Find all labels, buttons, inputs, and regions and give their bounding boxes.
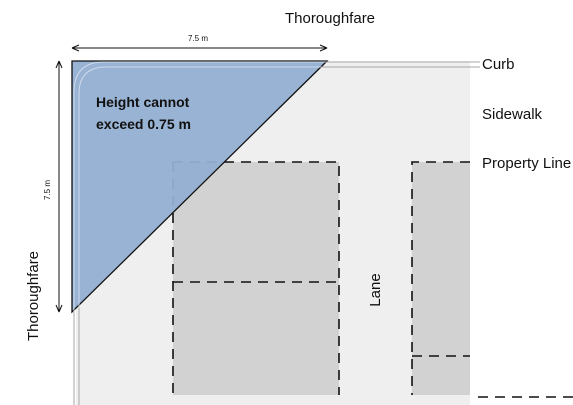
triangle-label-line2: exceed 0.75 m bbox=[96, 116, 191, 132]
triangle-label-line1: Height cannot bbox=[96, 94, 190, 110]
property-line-label: Property Line bbox=[482, 155, 571, 172]
lot-right bbox=[411, 161, 573, 398]
thoroughfare-top-label: Thoroughfare bbox=[285, 10, 375, 27]
curb-leader bbox=[470, 61, 480, 68]
dimension-horizontal: 7.5 m bbox=[71, 34, 328, 52]
curb-label: Curb bbox=[482, 56, 515, 73]
sidewalk-label: Sidewalk bbox=[482, 106, 543, 123]
dimension-horizontal-label: 7.5 m bbox=[188, 34, 208, 43]
thoroughfare-left-label: Thoroughfare bbox=[25, 251, 42, 341]
lot-left bbox=[172, 161, 340, 395]
dimension-vertical-label: 7.5 m bbox=[43, 180, 52, 200]
sight-triangle: Height cannot exceed 0.75 m bbox=[71, 60, 329, 314]
dimension-vertical: 7.5 m bbox=[43, 60, 63, 313]
lane-label: Lane bbox=[367, 273, 384, 306]
